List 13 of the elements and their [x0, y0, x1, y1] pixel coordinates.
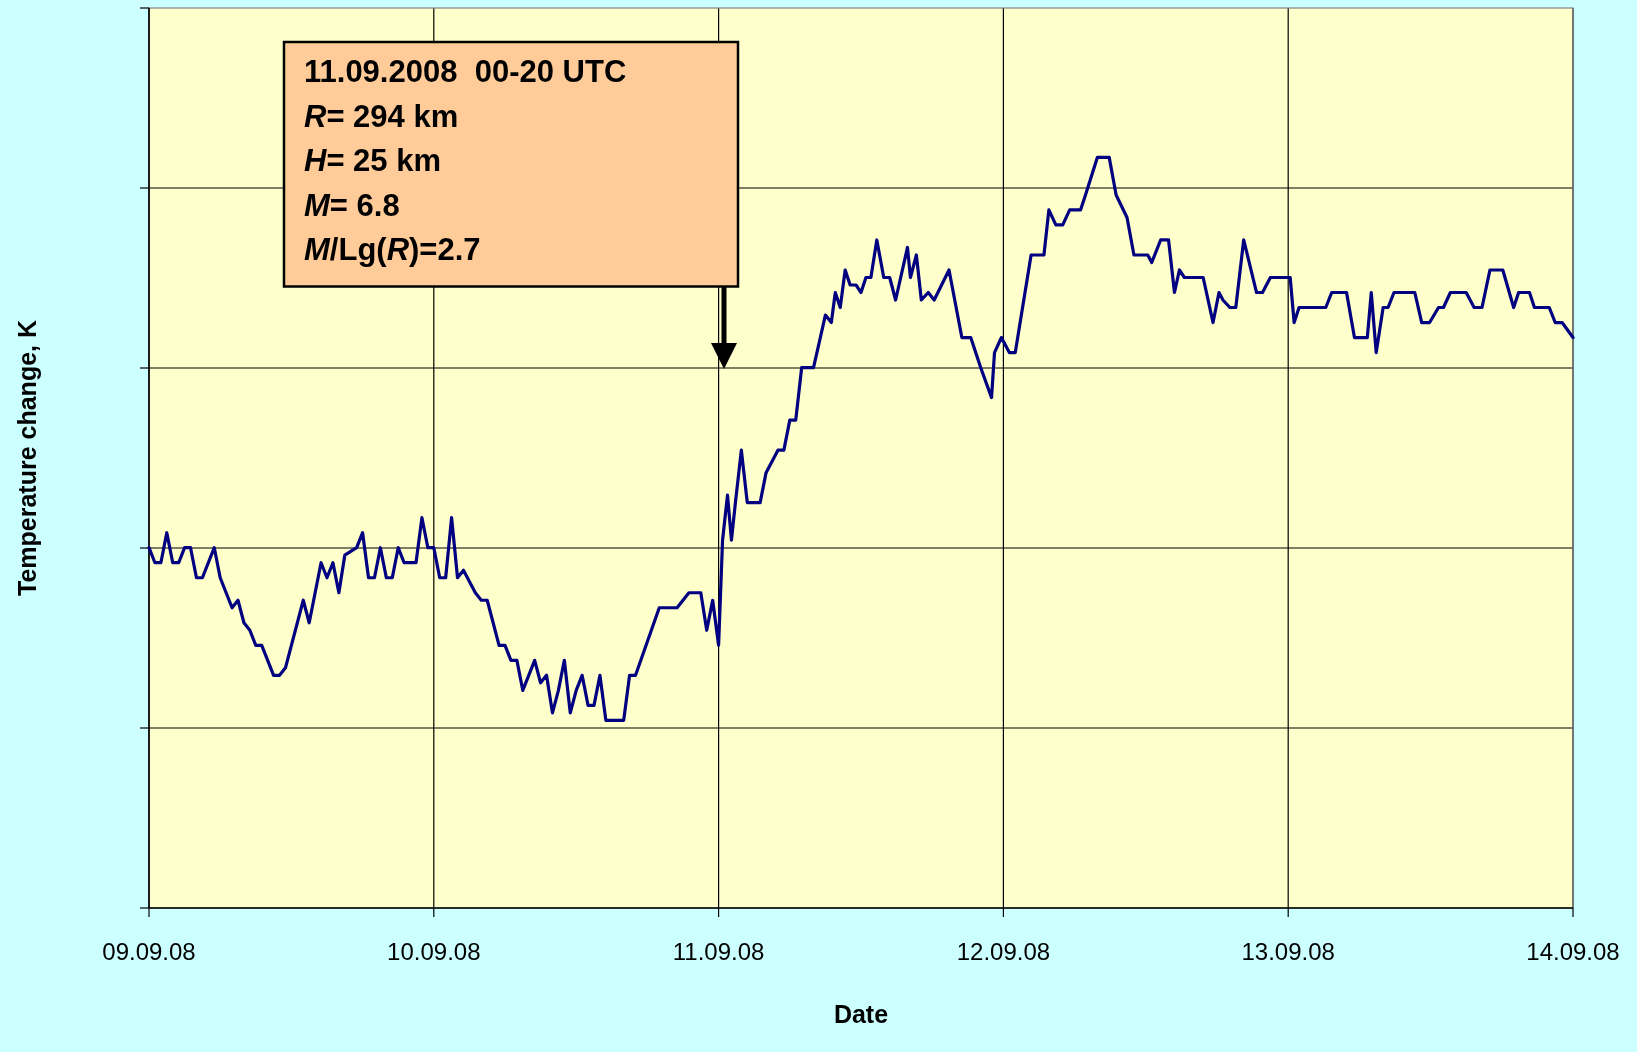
- annotation: M/Lg(R)=2.7: [304, 232, 481, 267]
- x-tick-label: 12.09.08: [956, 938, 1051, 965]
- x-tick-label: 09.09.08: [102, 938, 196, 965]
- x-tick-label: 10.09.08: [387, 938, 481, 965]
- annotation: M= 6.8: [304, 187, 400, 223]
- annotation: H= 25 km: [304, 143, 442, 178]
- x-axis-title: Date: [833, 1000, 889, 1028]
- x-tick-label: 14.09.08: [1526, 938, 1620, 965]
- text: R= 294 km: [304, 98, 459, 134]
- text: 11.09.2008 00-20 UTC: [304, 54, 627, 89]
- y-axis-title: Temperature change, K: [13, 319, 41, 597]
- x-tick-label: 13.09.08: [1241, 938, 1335, 965]
- x-tick-label: 11.09.08: [672, 938, 765, 965]
